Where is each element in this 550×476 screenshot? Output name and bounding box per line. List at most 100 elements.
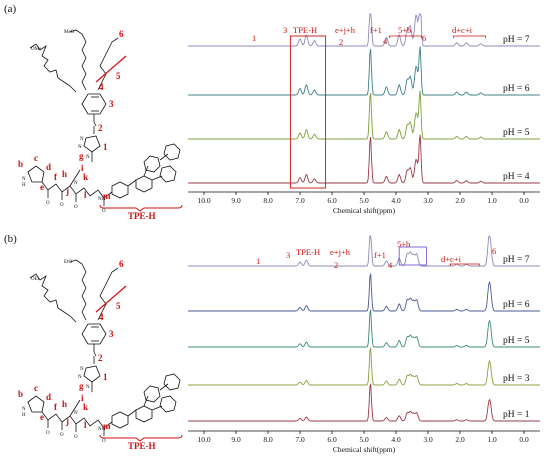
bracket-5b <box>389 35 422 38</box>
x-tick-label: 1.0 <box>487 435 497 444</box>
spectrum-trace <box>188 90 540 140</box>
spectrum-trace <box>188 273 540 312</box>
label-h-a: h <box>62 169 67 179</box>
triazole-n-1-b: N <box>80 367 84 372</box>
carbonyl-o-1-b: O <box>46 431 50 436</box>
tpe-n-b: N <box>98 427 102 432</box>
ph-label: pH = 7 <box>503 255 530 265</box>
label-k-a: k <box>83 172 88 182</box>
spectra-panel-b: pH = 7pH = 6pH = 5pH = 3pH = 110.0 9.0 8.0… <box>188 235 540 454</box>
x-tick-label: 8.0 <box>263 435 273 444</box>
label-m-a: m <box>103 191 111 201</box>
peak-label-dci-b: d+c+i <box>441 254 462 264</box>
bracket-dci <box>450 263 480 266</box>
x-tick-label: 4.0 <box>391 435 401 444</box>
x-tick-label: 2.0 <box>455 435 465 444</box>
peak-label-5b-b: 5+b <box>397 239 410 249</box>
ph-label: pH = 3 <box>503 374 530 384</box>
label-6-a: 6 <box>119 29 124 39</box>
x-tick-label: 8.0 <box>263 196 273 205</box>
peak-label-3-b: 3 <box>286 250 290 260</box>
x-tick-label: 10.0 <box>197 435 210 444</box>
label-j-b: j <box>65 416 69 426</box>
tpe-highlight-box <box>289 35 327 189</box>
panel-a-structure-labels: 6 5 4 3 2 1 b c d e f g h i j k l m TPE-… <box>18 29 156 221</box>
bracket-dci <box>453 35 486 38</box>
panel-letter-a: (a) <box>4 3 17 15</box>
label-c-a: c <box>34 153 38 163</box>
end-group-left-a: OMe <box>31 47 42 52</box>
label-l-b: l <box>84 420 87 430</box>
x-tick-label: 3.0 <box>423 196 433 205</box>
label-2-b: 2 <box>98 353 103 363</box>
peak-label-tpe-a: TPE-H <box>293 25 317 35</box>
peak-label-6-a: 6 <box>422 33 426 43</box>
panel-letter-b: (b) <box>4 233 17 245</box>
peak-label-2-a: 2 <box>339 37 343 47</box>
x-tick-label: 9.0 <box>231 196 241 205</box>
panel-b-structure-labels: 6 5 4 3 2 1 b c d e f g h i j k l m TPE-… <box>18 259 156 451</box>
amide-n-1-b: N <box>74 411 78 416</box>
label-k-b: k <box>83 402 88 412</box>
panel-a-structure: (a) OMe MeO N N N N H O O O O <box>4 3 183 214</box>
label-i-a: i <box>81 163 84 173</box>
ph-label: pH = 7 <box>503 35 530 45</box>
proline-n-b: N <box>22 407 26 412</box>
label-g-a: g <box>79 151 84 161</box>
proline-h-b: H <box>22 413 26 418</box>
bracket-5b <box>398 246 427 266</box>
carbonyl-o-2-a: O <box>60 203 64 208</box>
peak-label-f1-b: f+1 <box>374 250 386 260</box>
x-tick-label: 6.0 <box>327 435 337 444</box>
label-e-b: e <box>40 412 44 422</box>
tpe-n-a: N <box>98 197 102 202</box>
peak-label-5b-a: 5+b <box>398 25 411 35</box>
peak-label-4-b: 4 <box>388 260 393 270</box>
triazole-n-3-b: N <box>86 385 90 390</box>
label-m-b: m <box>103 421 111 431</box>
carbonyl-o-1-a: O <box>46 201 50 206</box>
peak-labels-b: 1 3 TPE-H e+j+h 2 f+1 4 5+b d+c+i 6 <box>256 239 496 270</box>
spectrum-trace <box>188 13 540 47</box>
ph-label: pH = 6 <box>503 84 530 94</box>
label-b-b: b <box>18 389 23 399</box>
peak-label-dci-a: d+c+i <box>452 25 473 35</box>
triazole-n-2-a: N <box>78 145 82 150</box>
x-tick-label: 0.0 <box>519 435 529 444</box>
ph-label: pH = 5 <box>503 336 530 346</box>
x-axis-label: Chemical shift(ppm) <box>333 206 396 215</box>
x-tick-label: 7.0 <box>295 196 305 205</box>
label-5-a: 5 <box>116 71 121 81</box>
proline-h-a: H <box>22 183 26 188</box>
proline-n-a: N <box>22 177 26 182</box>
peak-label-4-a: 4 <box>383 36 388 46</box>
peak-label-2-b: 2 <box>334 260 338 270</box>
peak-label-3-a: 3 <box>283 25 287 35</box>
end-group-mid-a: MeO <box>64 30 75 35</box>
end-group-mid-b: EtO <box>64 260 72 265</box>
peak-label-1-a: 1 <box>252 33 256 43</box>
peak-label-ejh-b: e+j+h <box>330 247 351 257</box>
ph-label: pH = 6 <box>503 300 530 310</box>
carbonyl-o-4-b: O <box>102 439 106 444</box>
ph-label: pH = 5 <box>503 128 530 138</box>
x-axis-label: Chemical shift(ppm) <box>333 445 396 454</box>
triazole-n-2-b: N <box>78 375 82 380</box>
x-tick-label: 0.0 <box>519 196 529 205</box>
amide-n-1-a: N <box>74 181 78 186</box>
label-1-b: 1 <box>103 372 108 382</box>
label-5-b: 5 <box>116 301 121 311</box>
ph-label: pH = 1 <box>503 410 530 420</box>
x-tick-label: 1.0 <box>487 196 497 205</box>
label-l-a: l <box>84 190 87 200</box>
panel-b-structure: (b) OEt EtO N N N N H O O O O N <box>4 233 183 444</box>
x-tick-label: 9.0 <box>231 435 241 444</box>
tpe-h-b: H <box>102 427 106 432</box>
peak-label-1-b: 1 <box>256 256 260 266</box>
x-tick-label: 3.0 <box>423 435 433 444</box>
tpe-label-b: TPE-H <box>128 441 156 451</box>
peak-label-ejh-a: e+j+h <box>335 25 356 35</box>
carbonyl-o-2-b: O <box>60 433 64 438</box>
label-4-b: 4 <box>99 312 104 322</box>
